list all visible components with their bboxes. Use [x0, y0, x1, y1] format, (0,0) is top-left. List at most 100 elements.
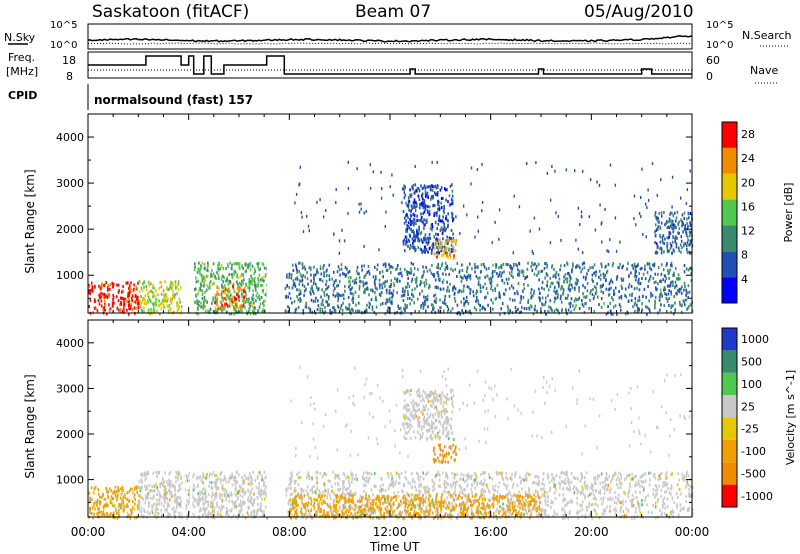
colorbar-label: Velocity [m s^-1] — [784, 370, 797, 465]
nsky-trace — [87, 35, 693, 43]
echo-region-1 — [138, 279, 183, 316]
colorbar-swatch — [722, 417, 737, 440]
echo-cells — [88, 183, 694, 316]
freq-tick-top: 18 — [62, 54, 76, 67]
colorbar-swatch — [722, 199, 737, 226]
freq-label-line1: Freq. — [8, 51, 35, 64]
data-gap-0 — [182, 114, 185, 313]
echo-speckle — [290, 365, 693, 460]
colorbar-tick: 12 — [741, 225, 755, 238]
y-tick-label: 2000 — [56, 428, 84, 441]
echo-region-6 — [433, 238, 457, 260]
x-tick-label: 00:00 — [675, 525, 710, 539]
nsky-tick-top: 10^5 — [50, 20, 77, 31]
x-axis-title: Time UT — [369, 540, 420, 554]
date-title: 05/Aug/2010 — [584, 2, 694, 22]
colorbar-tick: 28 — [741, 128, 755, 141]
y-tick-label: 3000 — [56, 382, 84, 395]
station-title: Saskatoon (fitACF) — [92, 2, 249, 22]
power-heatmap-panel: 1000 2000 3000 4000 Slant Range [km] 4 8 12 16 20… — [23, 113, 795, 316]
echo-region-0 — [88, 281, 140, 316]
colorbar-tick: -1000 — [741, 490, 773, 503]
colorbar-swatch — [722, 484, 737, 507]
colorbar-tick: 4 — [741, 273, 748, 286]
echo-region-0 — [88, 485, 140, 520]
echo-region-4 — [432, 443, 457, 464]
x-tick-label: 08:00 — [272, 525, 307, 539]
nsky-label: N.Sky — [4, 31, 36, 44]
data-gap-1 — [189, 320, 193, 517]
colorbar-tick: 25 — [741, 400, 755, 413]
cpid-text: normalsound (fast) 157 — [94, 93, 253, 107]
echo-region-2 — [193, 261, 269, 316]
y-tick-label: 3000 — [56, 177, 84, 190]
nave-tick-bottom: 0 — [706, 70, 713, 83]
echo-cells — [88, 388, 694, 520]
colorbar-tick: -100 — [741, 445, 766, 458]
nsky-tick-bottom: 10^0 — [50, 40, 77, 51]
x-tick-label: 00:00 — [71, 525, 106, 539]
x-ticks — [87, 114, 693, 313]
freq-label-line2: [MHz] — [6, 65, 38, 78]
nave-tick-top: 60 — [706, 54, 720, 67]
colorbar-tick: 20 — [741, 176, 755, 189]
colorbar-tick: -25 — [741, 423, 759, 436]
echo-region-3 — [214, 284, 246, 311]
data-gap-2 — [266, 320, 282, 517]
colorbar-tick: 8 — [741, 249, 748, 262]
colorbar-tick: 1000 — [741, 333, 769, 346]
x-ticks — [87, 320, 693, 517]
colorbar-tick: 16 — [741, 200, 755, 213]
echo-region-5 — [402, 388, 455, 441]
colorbar-swatch — [722, 173, 737, 200]
echo-region-5 — [402, 183, 455, 255]
y-ticks: 1000 2000 3000 4000 — [56, 113, 692, 299]
colorbar-tick: -500 — [741, 467, 766, 480]
colorbar-label: Power [dB] — [782, 183, 795, 243]
x-tick-label: 16:00 — [473, 525, 508, 539]
colorbar-tick: 24 — [741, 152, 755, 165]
freq-trace — [88, 55, 692, 75]
x-tick-label: 04:00 — [171, 525, 206, 539]
colorbar-swatch — [722, 350, 737, 373]
nsearch-tick-bottom: 10^0 — [706, 40, 733, 51]
echo-speckle — [294, 160, 691, 256]
y-tick-label: 1000 — [56, 269, 84, 282]
nsearch-trace — [87, 42, 693, 45]
freq-panel: Freq. [MHz] 18 8 60 0 Nave — [6, 51, 778, 84]
nsearch-label: N.Search — [742, 29, 792, 42]
echo-region-2 — [285, 470, 694, 520]
y-tick-label: 1000 — [56, 474, 84, 487]
x-tick-label: 12:00 — [373, 525, 408, 539]
colorbar-swatch — [722, 225, 737, 252]
colorbar-swatch — [722, 147, 737, 174]
colorbar-swatch — [722, 251, 737, 278]
colorbar-swatch — [722, 439, 737, 463]
y-tick-label: 2000 — [56, 223, 84, 236]
colorbar-swatch — [722, 372, 737, 396]
y-tick-label: 4000 — [56, 131, 84, 144]
data-gap-2 — [266, 114, 282, 313]
data-gap-1 — [189, 114, 193, 313]
cpid-label: CPID — [8, 89, 37, 102]
colorbar-tick: 500 — [741, 356, 762, 369]
colorbar-swatch — [722, 122, 737, 148]
nsearch-tick-top: 10^5 — [706, 20, 733, 31]
x-tick-label: 20:00 — [574, 525, 609, 539]
time-axis-labels: 00:00 04:00 08:00 12:00 16:00 20:00 00:00 — [71, 525, 710, 539]
y-tick-label: 4000 — [56, 337, 84, 350]
y-ticks: 1000 2000 3000 4000 — [56, 319, 692, 503]
colorbar-tick: 100 — [741, 378, 762, 391]
colorbar-swatch — [722, 277, 737, 303]
colorbar: 1000 500 100 25 -25 -100 -500 -1000 Velocity [m … — [721, 327, 797, 508]
data-gap-0 — [182, 320, 185, 517]
colorbar-swatch — [722, 328, 737, 351]
beam-title: Beam 07 — [355, 2, 431, 22]
echo-region-4 — [284, 261, 694, 316]
y-axis-title: Slant Range [km] — [23, 169, 37, 273]
echo-region-7 — [654, 210, 694, 256]
freq-tick-bottom: 8 — [66, 70, 73, 83]
echo-region-3 — [289, 493, 543, 520]
colorbar-swatch — [722, 462, 737, 485]
